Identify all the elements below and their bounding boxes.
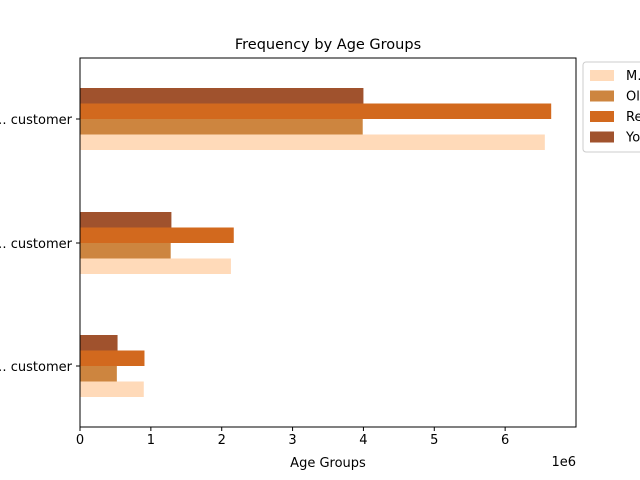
y-tick-label: … customer [0, 113, 73, 128]
legend-box [582, 61, 640, 153]
bar-3-group-3 [80, 103, 552, 119]
bar-1-group-1 [80, 381, 144, 397]
legend-swatch [590, 70, 614, 81]
y-axis: … customer … customer … customer [0, 113, 80, 375]
legend: M… Ol… Re… Yo… [582, 61, 640, 153]
x-tick-label: 4 [359, 433, 367, 448]
y-tick-label: … customer [0, 237, 73, 252]
x-axis-label: Age Groups [290, 456, 366, 471]
legend-swatch [590, 131, 614, 143]
bar-1-group-2 [80, 258, 231, 274]
bar-3-group-1 [80, 350, 145, 366]
x-tick-label: 5 [430, 433, 438, 448]
x-tick-label: 1 [147, 433, 155, 448]
bar-2-group-1 [80, 366, 117, 382]
bar-1-group-3 [80, 134, 545, 150]
bar-4-group-2 [80, 212, 172, 228]
x-tick-label: 0 [76, 433, 84, 448]
legend-label: Re… [626, 110, 640, 125]
x-tick-label: 2 [218, 433, 226, 448]
legend-label: M… [626, 69, 640, 84]
legend-swatch [590, 111, 614, 122]
x-axis: 0 1 2 3 4 5 6 [76, 427, 509, 448]
y-tick-label: … customer [0, 360, 73, 375]
x-axis-scale-label: 1e6 [551, 455, 576, 470]
bar-4-group-3 [80, 88, 364, 104]
legend-label: Ol… [626, 90, 640, 105]
bar-2-group-2 [80, 243, 171, 259]
chart-title: Frequency by Age Groups [235, 37, 421, 53]
legend-label: Yo… [625, 131, 640, 146]
x-tick-label: 3 [288, 433, 296, 448]
bar-3-group-2 [80, 227, 234, 243]
plot-area [80, 88, 552, 397]
bar-2-group-3 [80, 119, 363, 135]
bar-4-group-1 [80, 335, 118, 351]
x-tick-label: 6 [501, 433, 509, 448]
legend-swatch [590, 90, 614, 102]
